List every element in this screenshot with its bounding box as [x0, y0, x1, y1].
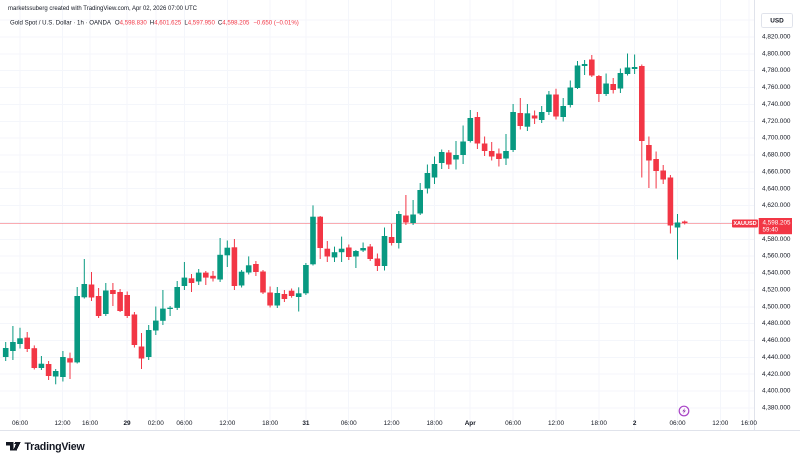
svg-text:06:00: 06:00 — [670, 420, 686, 427]
svg-text:12:00: 12:00 — [55, 420, 71, 427]
svg-text:XAUUSD: XAUUSD — [733, 221, 756, 227]
svg-text:4,480.000: 4,480.000 — [762, 320, 791, 327]
svg-text:4,740.000: 4,740.000 — [762, 101, 791, 108]
svg-text:31: 31 — [302, 420, 310, 427]
svg-text:59:40: 59:40 — [763, 227, 779, 234]
svg-text:18:00: 18:00 — [591, 420, 607, 427]
svg-text:4,380.000: 4,380.000 — [762, 405, 791, 412]
svg-text:4,560.000: 4,560.000 — [762, 253, 791, 260]
svg-text:06:00: 06:00 — [341, 420, 357, 427]
svg-text:18:00: 18:00 — [427, 420, 443, 427]
svg-text:4,660.000: 4,660.000 — [762, 168, 791, 175]
svg-text:marketssuberg created with Tra: marketssuberg created with TradingView.c… — [8, 6, 198, 12]
svg-text:12:00: 12:00 — [548, 420, 564, 427]
svg-text:4,780.000: 4,780.000 — [762, 67, 791, 74]
svg-text:4,540.000: 4,540.000 — [762, 270, 791, 277]
svg-text:4,520.000: 4,520.000 — [762, 287, 791, 294]
svg-text:12:00: 12:00 — [384, 420, 400, 427]
svg-text:4,720.000: 4,720.000 — [762, 118, 791, 125]
svg-text:4,440.000: 4,440.000 — [762, 354, 791, 361]
svg-text:4,620.000: 4,620.000 — [762, 202, 791, 209]
svg-text:2: 2 — [633, 420, 637, 427]
svg-text:TradingView: TradingView — [25, 441, 86, 453]
svg-text:29: 29 — [123, 420, 131, 427]
svg-text:Apr: Apr — [465, 420, 477, 427]
svg-text:12:00: 12:00 — [712, 420, 728, 427]
svg-text:USD: USD — [770, 18, 784, 25]
svg-text:4,700.000: 4,700.000 — [762, 135, 791, 142]
svg-text:02:00: 02:00 — [148, 420, 164, 427]
svg-text:4,760.000: 4,760.000 — [762, 84, 791, 91]
svg-text:4,598.205: 4,598.205 — [763, 219, 792, 226]
svg-text:4,420.000: 4,420.000 — [762, 371, 791, 378]
svg-text:4,460.000: 4,460.000 — [762, 337, 791, 344]
svg-text:16:00: 16:00 — [82, 420, 98, 427]
svg-text:4,400.000: 4,400.000 — [762, 388, 791, 395]
svg-text:06:00: 06:00 — [12, 420, 28, 427]
svg-text:4,680.000: 4,680.000 — [762, 152, 791, 159]
svg-text:06:00: 06:00 — [505, 420, 521, 427]
svg-text:4,500.000: 4,500.000 — [762, 303, 791, 310]
svg-text:18:00: 18:00 — [262, 420, 278, 427]
svg-text:06:00: 06:00 — [176, 420, 192, 427]
svg-text:Gold Spot / U.S. Dollar · 1h ·: Gold Spot / U.S. Dollar · 1h · OANDA O4,5… — [10, 19, 299, 26]
svg-text:4,640.000: 4,640.000 — [762, 185, 791, 192]
svg-text:4,820.000: 4,820.000 — [762, 34, 791, 41]
svg-text:4,800.000: 4,800.000 — [762, 50, 791, 57]
svg-text:16:00: 16:00 — [741, 420, 757, 427]
svg-text:12:00: 12:00 — [219, 420, 235, 427]
svg-text:4,580.000: 4,580.000 — [762, 236, 791, 243]
